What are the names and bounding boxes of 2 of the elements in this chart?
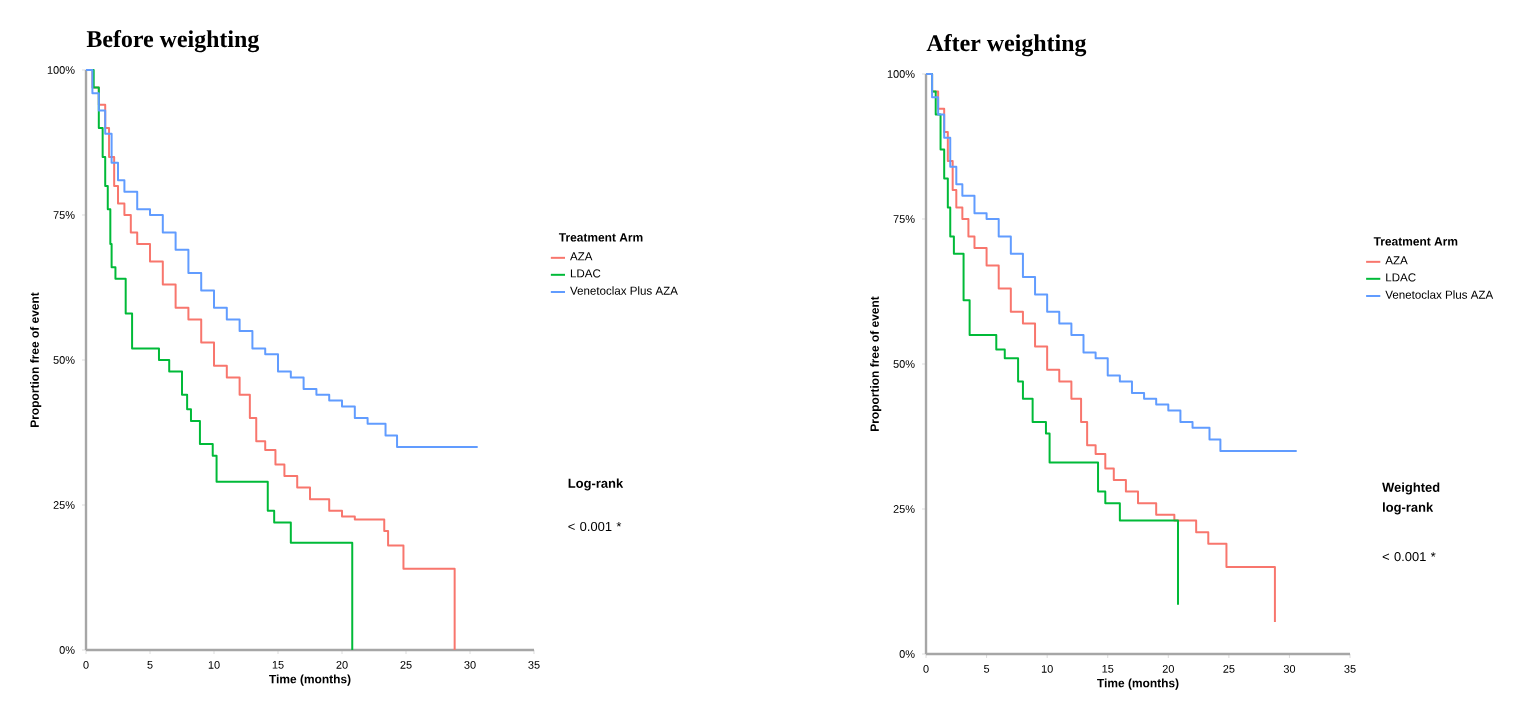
chart-title: After weighting bbox=[926, 34, 1087, 57]
chart-title: Before weighting bbox=[86, 30, 260, 53]
